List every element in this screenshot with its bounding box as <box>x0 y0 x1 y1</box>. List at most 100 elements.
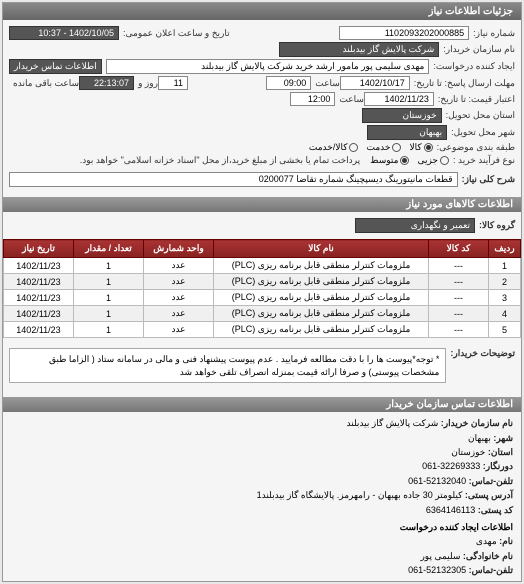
table-cell: عدد <box>144 306 214 322</box>
table-cell: 1 <box>74 258 144 274</box>
table-cell: ملزومات کنترلر منطقی قابل برنامه ریزی (P… <box>214 258 429 274</box>
contact-phone: 52132040-061 <box>408 476 466 486</box>
contact-tel: 52132305-061 <box>408 565 466 575</box>
days-suffix: روز و <box>138 78 158 89</box>
general-desc-field: قطعات مانیتورینگ دیسپچینگ شماره تقاضا 02… <box>9 172 458 187</box>
contact-tel-label: تلفن-تماس: <box>469 565 513 575</box>
contact-post: 6364146113 <box>426 505 475 515</box>
contact-section: نام سازمان خریدار: شرکت پالایش گاز بیدبل… <box>3 412 521 581</box>
pubdate-field: 1402/10/05 - 10:37 <box>9 26 119 40</box>
table-row: 4---ملزومات کنترلر منطقی قابل برنامه ریز… <box>4 306 521 322</box>
delivery-city-label: شهر محل تحویل: <box>451 127 515 138</box>
table-cell: 1 <box>74 306 144 322</box>
radio-dot-icon <box>349 143 358 152</box>
contact-name: مهدی <box>476 536 497 546</box>
table-header: ردیف <box>489 240 521 258</box>
table-cell: 1 <box>489 258 521 274</box>
table-cell: 1 <box>74 290 144 306</box>
table-cell: 2 <box>489 274 521 290</box>
table-cell: --- <box>429 306 489 322</box>
purchase-radio-group: جزیی متوسط <box>370 155 449 166</box>
radio-minor[interactable]: جزیی <box>417 155 449 166</box>
table-cell: ملزومات کنترلر منطقی قابل برنامه ریزی (P… <box>214 306 429 322</box>
table-cell: 1402/11/23 <box>4 274 74 290</box>
contact-org: شرکت پالایش گاز بیدبلند <box>347 418 439 428</box>
contact-addr-label: آدرس پستی: <box>465 490 513 500</box>
table-cell: عدد <box>144 322 214 338</box>
general-desc-label: شرح کلی نیاز: <box>462 174 515 185</box>
buyer-label: نام سازمان خریدار: <box>443 44 515 55</box>
contact-buyer-button[interactable]: اطلاعات تماس خریدار <box>9 59 102 74</box>
table-cell: 5 <box>489 322 521 338</box>
purchase-type-label: نوع فرآیند خرید : <box>453 155 515 166</box>
table-cell: عدد <box>144 274 214 290</box>
subject-radio-group: کالا خدمت کالا/خدمت <box>309 142 433 153</box>
contact-fam: سلیمی پور <box>420 551 460 561</box>
contact-phone-label: تلفن-تماس: <box>469 476 513 486</box>
table-cell: عدد <box>144 258 214 274</box>
radio-service[interactable]: خدمت <box>366 142 401 153</box>
table-header: تعداد / مقدار <box>74 240 144 258</box>
table-cell: --- <box>429 322 489 338</box>
form-section: شماره نیاز: 1102093202000885 تاریخ و ساع… <box>3 20 521 193</box>
subject-group-label: طبقه بندی موضوعی: <box>437 142 515 153</box>
contact-name-label: نام: <box>499 536 513 546</box>
table-header: واحد شمارش <box>144 240 214 258</box>
items-table: ردیفکد کالانام کالاواحد شمارشتعداد / مقد… <box>3 239 521 338</box>
contact-dial-label: دورنگار: <box>483 461 513 471</box>
table-cell: ملزومات کنترلر منطقی قابل برنامه ریزی (P… <box>214 274 429 290</box>
contact-dial: 32269333-061 <box>422 461 480 471</box>
resp-date-field: 1402/10/17 <box>340 76 410 90</box>
table-row: 5---ملزومات کنترلر منطقی قابل برنامه ریز… <box>4 322 521 338</box>
contact-prov: خوزستان <box>451 447 485 457</box>
contact-city: بهبهان <box>468 433 491 443</box>
buyer-note: * توجه*پیوست ها را با دقت مطالعه فرمایید… <box>9 348 446 383</box>
table-cell: 1402/11/23 <box>4 322 74 338</box>
group-label: گروه کالا: <box>479 220 515 231</box>
contact-addr: کیلومتر 30 جاده بهبهان - رامهرمز. پالایش… <box>257 490 463 500</box>
contact-org-label: نام سازمان خریدار: <box>441 418 513 428</box>
pubdate-label: تاریخ و ساعت اعلان عمومی: <box>123 28 230 39</box>
radio-goods-service[interactable]: کالا/خدمت <box>309 142 359 153</box>
radio-dot-icon <box>440 156 449 165</box>
main-panel: جزئیات اطلاعات نیاز شماره نیاز: 11020932… <box>2 2 522 582</box>
buyer-field: شرکت پالایش گاز بیدبلند <box>279 42 439 57</box>
contact-header: اطلاعات تماس سازمان خریدار <box>3 397 521 412</box>
table-cell: --- <box>429 290 489 306</box>
table-cell: 1402/11/23 <box>4 290 74 306</box>
table-row: 3---ملزومات کنترلر منطقی قابل برنامه ریز… <box>4 290 521 306</box>
contact-post-label: کد پستی: <box>478 505 513 515</box>
items-header: اطلاعات کالاهای مورد نیاز <box>3 197 521 212</box>
table-header: کد کالا <box>429 240 489 258</box>
delivery-prov-field: خوزستان <box>362 108 442 123</box>
table-cell: 1 <box>74 274 144 290</box>
contact-fam-label: نام خانوادگی: <box>463 551 513 561</box>
radio-dot-icon <box>392 143 401 152</box>
table-cell: 1402/11/23 <box>4 306 74 322</box>
radio-goods[interactable]: کالا <box>409 142 432 153</box>
table-cell: عدد <box>144 290 214 306</box>
table-cell: 1402/11/23 <box>4 258 74 274</box>
radio-medium[interactable]: متوسط <box>370 155 409 166</box>
table-cell: 3 <box>489 290 521 306</box>
delivery-city-field: بهبهان <box>367 125 447 140</box>
reqno-field: 1102093202000885 <box>339 26 469 40</box>
note-label: توضیحات خریدار: <box>450 344 515 359</box>
radio-dot-icon <box>424 143 433 152</box>
requester-field: مهدی سلیمی پور مامور ارشد خرید شرکت پالا… <box>106 59 430 74</box>
table-row: 2---ملزومات کنترلر منطقی قابل برنامه ریز… <box>4 274 521 290</box>
resp-time-label: ساعت <box>315 78 340 89</box>
panel-title: جزئیات اطلاعات نیاز <box>3 3 521 20</box>
table-cell: --- <box>429 274 489 290</box>
table-header: تاریخ نیاز <box>4 240 74 258</box>
group-field: تعمیر و نگهداری <box>355 218 475 233</box>
creator-header: اطلاعات ایجاد کننده درخواست <box>11 520 513 534</box>
validity-label: اعتبار قیمت: تا تاریخ: <box>438 94 515 105</box>
table-cell: --- <box>429 258 489 274</box>
valid-time-label: ساعت <box>339 94 364 105</box>
table-header: نام کالا <box>214 240 429 258</box>
hours-suffix: ساعت باقی مانده <box>13 78 79 89</box>
reqno-label: شماره نیاز: <box>473 28 515 39</box>
valid-time-field: 12:00 <box>290 92 335 106</box>
resp-time-field: 09:00 <box>266 76 311 90</box>
